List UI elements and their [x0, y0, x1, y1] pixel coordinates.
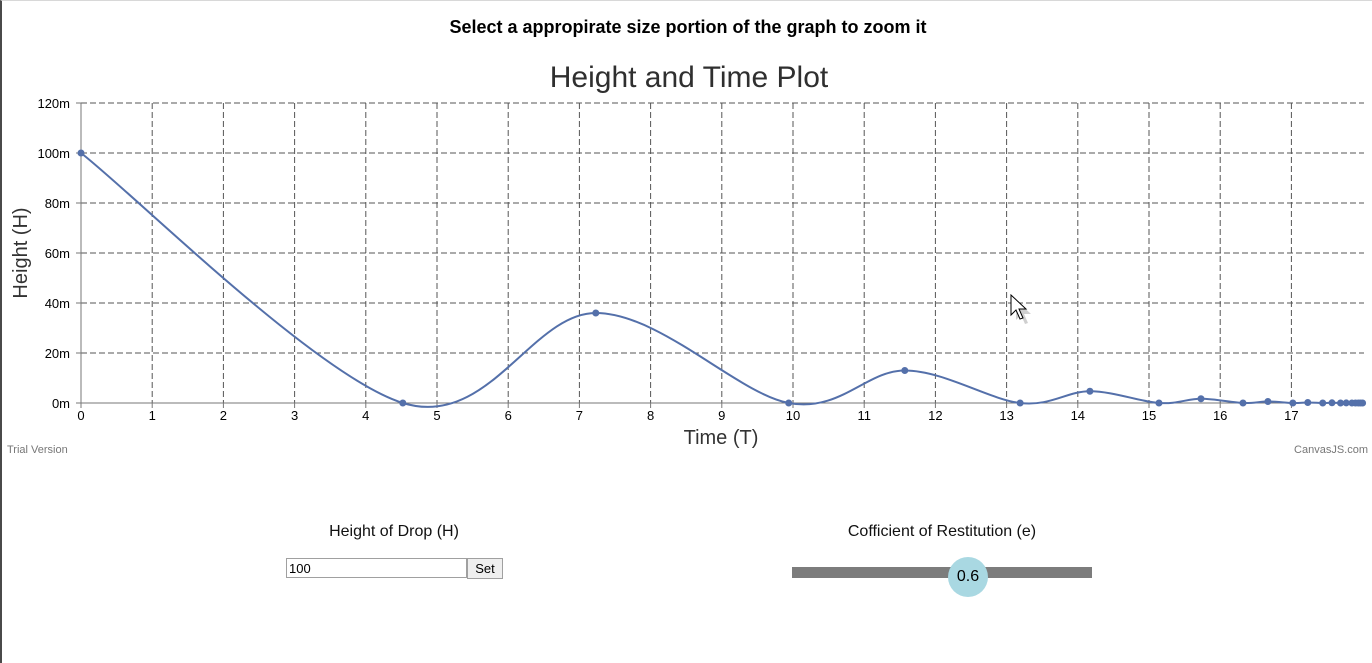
- data-point[interactable]: [1328, 399, 1336, 407]
- x-tick-label: 4: [362, 408, 369, 423]
- x-tick-label: 15: [1142, 408, 1156, 423]
- mouse-pointer-icon: [1010, 294, 1031, 324]
- x-tick-label: 3: [291, 408, 298, 423]
- x-tick-label: 17: [1284, 408, 1298, 423]
- data-point[interactable]: [77, 149, 85, 157]
- x-tick-label: 10: [786, 408, 800, 423]
- x-tick-label: 5: [433, 408, 440, 423]
- restitution-slider-handle[interactable]: 0.6: [948, 557, 988, 597]
- y-tick-label: 20m: [45, 346, 70, 361]
- trial-version-label: Trial Version: [7, 444, 68, 456]
- y-tick-label: 0m: [52, 396, 70, 411]
- x-tick-label: 12: [928, 408, 942, 423]
- height-time-chart[interactable]: Height and Time Plot 0 1 2 3 4 5 6 7 8 9 10 11 12 13 1…: [2, 1, 1372, 461]
- canvasjs-credit-link[interactable]: CanvasJS.com: [1294, 444, 1368, 456]
- x-tick-label: 2: [220, 408, 227, 423]
- data-point[interactable]: [1086, 387, 1094, 395]
- series-height[interactable]: [77, 149, 1367, 408]
- chart-grid: [81, 102, 1364, 403]
- x-tick-label: 7: [576, 408, 583, 423]
- chart-title: Height and Time Plot: [550, 61, 829, 94]
- x-tick-label: 14: [1071, 408, 1085, 423]
- data-point[interactable]: [785, 399, 793, 407]
- data-point[interactable]: [1342, 399, 1350, 407]
- x-tick-label: 8: [647, 408, 654, 423]
- x-tick-label: 16: [1213, 408, 1227, 423]
- set-button[interactable]: Set: [467, 558, 503, 579]
- y-axis-title: Height (H): [10, 207, 32, 298]
- restitution-label: Cofficient of Restitution (e): [847, 523, 1037, 540]
- x-tick-label: 0: [77, 408, 84, 423]
- data-point[interactable]: [1239, 399, 1247, 407]
- x-tick-label: 6: [505, 408, 512, 423]
- y-tick-label: 60m: [45, 246, 70, 261]
- x-tick-label: 13: [999, 408, 1013, 423]
- data-point[interactable]: [1337, 399, 1345, 407]
- zoom-instruction: Select a appropirate size portion of the…: [449, 17, 927, 37]
- y-tick-label: 40m: [45, 296, 70, 311]
- chart-axes: [76, 102, 1364, 408]
- data-point[interactable]: [901, 367, 909, 374]
- data-point[interactable]: [1304, 399, 1312, 406]
- data-point[interactable]: [1155, 399, 1163, 407]
- data-point[interactable]: [1359, 399, 1367, 407]
- data-point[interactable]: [1289, 399, 1297, 407]
- restitution-slider-track[interactable]: [792, 567, 1092, 578]
- height-input[interactable]: [286, 558, 467, 578]
- x-tick-label: 9: [718, 408, 725, 423]
- y-axis-ticks: 0m 20m 40m 60m 80m 100m 120m: [37, 96, 70, 411]
- data-point[interactable]: [1197, 395, 1205, 403]
- x-axis-ticks: 0 1 2 3 4 5 6 7 8 9 10 11 12 13 14 15 16 17: [77, 408, 1298, 423]
- x-axis-title: Time (T): [684, 427, 759, 449]
- x-tick-label: 11: [857, 408, 871, 423]
- data-point[interactable]: [1264, 398, 1272, 405]
- data-point[interactable]: [399, 399, 407, 407]
- data-point[interactable]: [592, 309, 600, 317]
- y-tick-label: 120m: [37, 96, 70, 111]
- y-tick-label: 100m: [37, 146, 70, 161]
- y-tick-label: 80m: [45, 196, 70, 211]
- x-tick-label: 1: [149, 408, 156, 423]
- height-of-drop-label: Height of Drop (H): [329, 523, 459, 540]
- data-point[interactable]: [1319, 399, 1327, 407]
- data-point[interactable]: [1016, 399, 1024, 407]
